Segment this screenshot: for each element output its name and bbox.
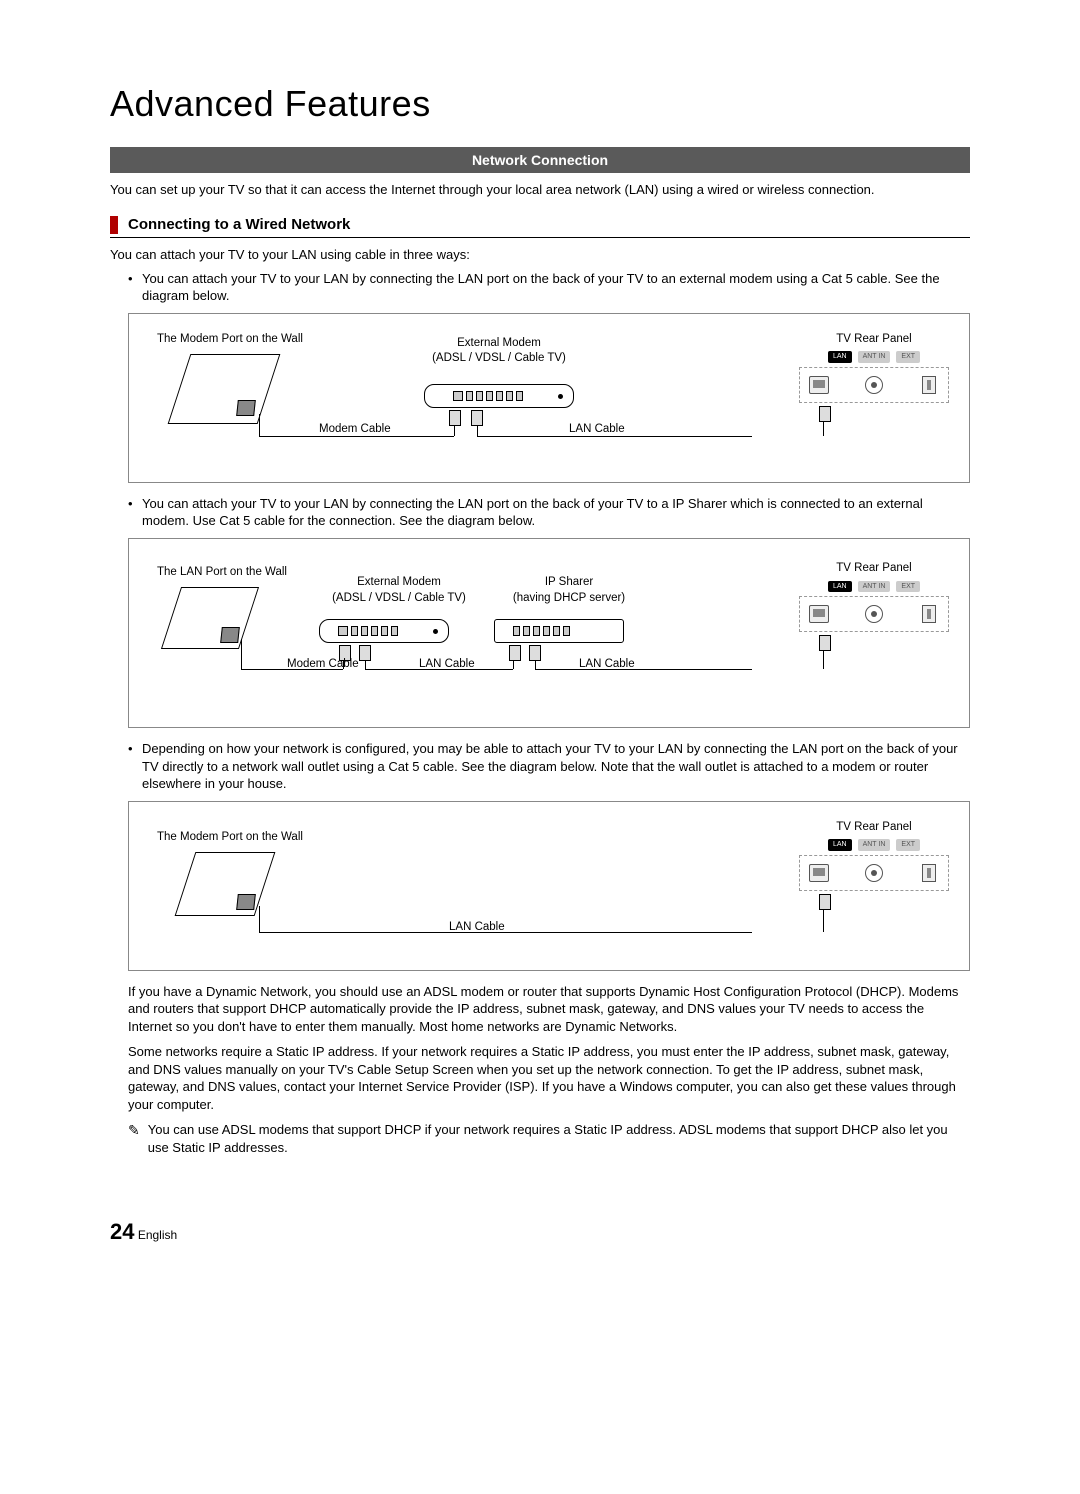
label-wall-port: The LAN Port on the Wall: [157, 565, 287, 581]
badge-lan: LAN: [828, 351, 852, 362]
badge-ext: EXT: [896, 839, 920, 850]
ip-sharer-sub: (having DHCP server): [513, 592, 625, 604]
tv-panel-label: TV Rear Panel: [799, 561, 949, 577]
ext-port-icon: [918, 374, 940, 396]
bullet-3: Depending on how your network is configu…: [128, 740, 970, 793]
plug-icon: [819, 894, 831, 910]
intro-text: You can set up your TV so that it can ac…: [110, 181, 970, 199]
badge-ext: EXT: [896, 581, 920, 592]
ext-modem-text: External Modem: [357, 576, 441, 588]
sub-header-row: Connecting to a Wired Network: [110, 215, 970, 238]
accent-block: [110, 216, 118, 234]
bullet-1: You can attach your TV to your LAN by co…: [128, 270, 970, 305]
tv-panel: TV Rear Panel LAN ANT IN EXT: [799, 561, 949, 632]
ip-sharer-icon: [494, 619, 624, 643]
label-lan-cable: LAN Cable: [449, 920, 505, 936]
label-modem-cable: Modem Cable: [319, 422, 391, 438]
note-icon: ✎: [128, 1121, 140, 1156]
note-text: You can use ADSL modems that support DHC…: [148, 1121, 970, 1156]
badge-ant: ANT IN: [858, 351, 891, 362]
badge-lan: LAN: [828, 839, 852, 850]
bullet-2: You can attach your TV to your LAN by co…: [128, 495, 970, 530]
wall-port-icon: [179, 354, 269, 424]
label-wall-port: The Modem Port on the Wall: [157, 830, 303, 846]
label-lan-cable: LAN Cable: [419, 657, 475, 673]
paragraph-1: If you have a Dynamic Network, you shoul…: [128, 983, 970, 1036]
plug-icon: [819, 406, 831, 422]
page-number: 24: [110, 1219, 134, 1244]
page-title: Advanced Features: [110, 80, 970, 129]
ext-modem-sub: (ADSL / VDSL / Cable TV): [432, 352, 566, 364]
label-ext-modem: External Modem (ADSL / VDSL / Cable TV): [319, 575, 479, 606]
diagram-1: The Modem Port on the Wall External Mode…: [128, 313, 970, 483]
ext-modem-text: External Modem: [457, 337, 541, 349]
plug-icon: [359, 645, 371, 661]
tv-panel: TV Rear Panel LAN ANT IN EXT: [799, 820, 949, 891]
wall-port-icon: [185, 852, 265, 916]
badge-ant: ANT IN: [858, 839, 891, 850]
coax-port-icon: [863, 862, 885, 884]
modem-icon: [424, 384, 574, 408]
tv-panel: TV Rear Panel LAN ANT IN EXT: [799, 332, 949, 403]
ext-port-icon: [918, 862, 940, 884]
diagram-3: The Modem Port on the Wall TV Rear Panel…: [128, 801, 970, 971]
section-bar: Network Connection: [110, 147, 970, 174]
label-modem-cable: Modem Cable: [287, 657, 359, 673]
plug-icon: [819, 635, 831, 651]
page-footer: 24 English: [110, 1217, 970, 1247]
plug-icon: [509, 645, 521, 661]
tv-panel-label: TV Rear Panel: [799, 820, 949, 836]
lan-port-icon: [808, 603, 830, 625]
label-lan-cable: LAN Cable: [569, 422, 625, 438]
tv-panel-label: TV Rear Panel: [799, 332, 949, 348]
badge-ext: EXT: [896, 351, 920, 362]
label-ext-modem: External Modem (ADSL / VDSL / Cable TV): [419, 336, 579, 367]
ip-sharer-text: IP Sharer: [545, 576, 593, 588]
ext-port-icon: [918, 603, 940, 625]
paragraph-2: Some networks require a Static IP addres…: [128, 1043, 970, 1113]
wall-port-icon: [171, 587, 249, 649]
plug-icon: [471, 410, 483, 426]
plug-icon: [529, 645, 541, 661]
plug-icon: [449, 410, 461, 426]
diagram-2: The LAN Port on the Wall External Modem …: [128, 538, 970, 728]
label-wall-port: The Modem Port on the Wall: [157, 332, 303, 348]
coax-port-icon: [863, 603, 885, 625]
badge-lan: LAN: [828, 581, 852, 592]
label-lan-cable: LAN Cable: [579, 657, 635, 673]
badge-ant: ANT IN: [858, 581, 891, 592]
note-row: ✎ You can use ADSL modems that support D…: [128, 1121, 970, 1156]
lan-port-icon: [808, 374, 830, 396]
page-language: English: [138, 1228, 177, 1242]
ext-modem-sub: (ADSL / VDSL / Cable TV): [332, 592, 466, 604]
modem-icon: [319, 619, 449, 643]
coax-port-icon: [863, 374, 885, 396]
lan-port-icon: [808, 862, 830, 884]
lead-text: You can attach your TV to your LAN using…: [110, 246, 970, 264]
sub-header: Connecting to a Wired Network: [128, 215, 350, 235]
label-ip-sharer: IP Sharer (having DHCP server): [499, 575, 639, 606]
